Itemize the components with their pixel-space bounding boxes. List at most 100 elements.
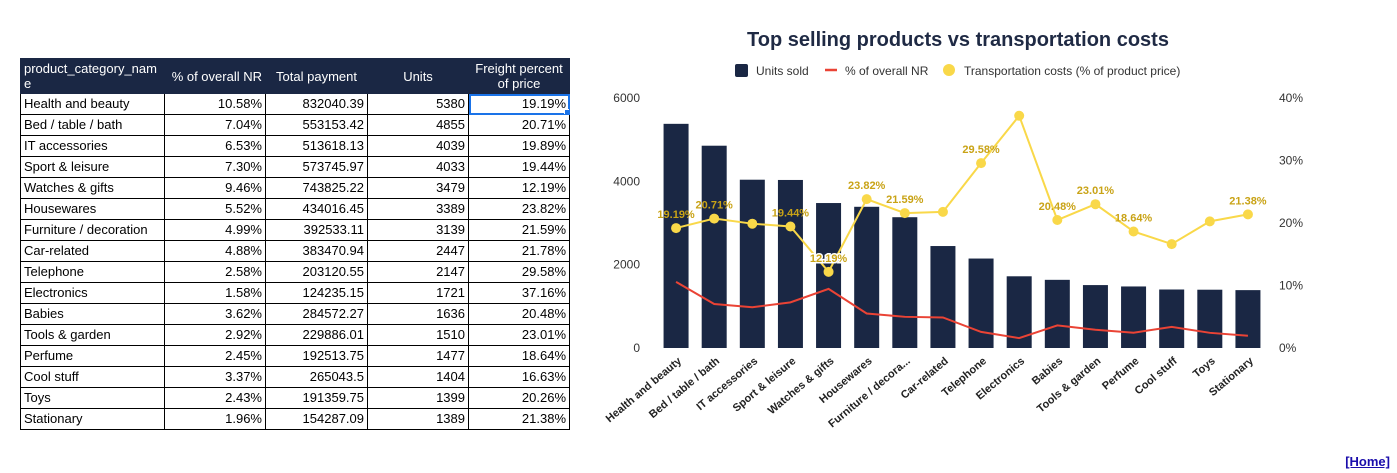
cell-nr-share[interactable]: 2.43% bbox=[164, 387, 266, 409]
point-transport-cost bbox=[937, 206, 948, 217]
cell-total-payment[interactable]: 124235.15 bbox=[265, 282, 368, 304]
cell-category[interactable]: Cool stuff bbox=[20, 366, 165, 388]
cell-nr-share[interactable]: 3.62% bbox=[164, 303, 266, 325]
cell-freight-percent[interactable]: 21.38% bbox=[468, 408, 570, 430]
cell-units[interactable]: 1404 bbox=[367, 366, 469, 388]
cell-total-payment[interactable]: 573745.97 bbox=[265, 156, 368, 178]
data-label-transport-cost: 19.19% bbox=[657, 209, 695, 221]
y-left-tick-label: 2000 bbox=[613, 258, 640, 272]
cell-nr-share[interactable]: 4.99% bbox=[164, 219, 266, 241]
cell-total-payment[interactable]: 284572.27 bbox=[265, 303, 368, 325]
line-transport-costs bbox=[675, 113, 1249, 274]
cell-total-payment[interactable]: 191359.75 bbox=[265, 387, 368, 409]
cell-category[interactable]: Electronics bbox=[20, 282, 165, 304]
cell-total-payment[interactable]: 154287.09 bbox=[265, 408, 368, 430]
cell-total-payment[interactable]: 434016.45 bbox=[265, 198, 368, 220]
cell-nr-share[interactable]: 2.58% bbox=[164, 261, 266, 283]
home-link[interactable]: [Home] bbox=[1345, 454, 1390, 469]
cell-freight-percent[interactable]: 23.82% bbox=[468, 198, 570, 220]
cell-freight-percent[interactable]: 12.19% bbox=[468, 177, 570, 199]
cell-total-payment[interactable]: 553153.42 bbox=[265, 114, 368, 136]
cell-units[interactable]: 1477 bbox=[367, 345, 469, 367]
cell-category[interactable]: Toys bbox=[20, 387, 165, 409]
cell-category[interactable]: Perfume bbox=[20, 345, 165, 367]
cell-units[interactable]: 1389 bbox=[367, 408, 469, 430]
cell-units[interactable]: 3139 bbox=[367, 219, 469, 241]
cell-nr-share[interactable]: 9.46% bbox=[164, 177, 266, 199]
table-row: Bed / table / bath 7.04% 553153.42 4855 20.7… bbox=[20, 114, 570, 136]
cell-freight-percent[interactable]: 37.16% bbox=[468, 282, 570, 304]
cell-category[interactable]: Sport & leisure bbox=[20, 156, 165, 178]
cell-units[interactable]: 5380 bbox=[367, 93, 469, 115]
cell-units[interactable]: 3389 bbox=[367, 198, 469, 220]
cell-total-payment[interactable]: 513618.13 bbox=[265, 135, 368, 157]
cell-category[interactable]: Watches & gifts bbox=[20, 177, 165, 199]
cell-category[interactable]: Tools & garden bbox=[20, 324, 165, 346]
cell-units[interactable]: 4855 bbox=[367, 114, 469, 136]
cell-freight-percent[interactable]: 16.63% bbox=[468, 366, 570, 388]
cell-nr-share[interactable]: 2.45% bbox=[164, 345, 266, 367]
cell-category[interactable]: Car-related bbox=[20, 240, 165, 262]
legend-label-units: Units sold bbox=[756, 64, 809, 78]
cell-units[interactable]: 4039 bbox=[367, 135, 469, 157]
data-label-transport-cost: 12.19% bbox=[810, 253, 848, 265]
cell-nr-share[interactable]: 1.58% bbox=[164, 282, 266, 304]
cell-nr-share[interactable]: 6.53% bbox=[164, 135, 266, 157]
selection-fill-handle[interactable] bbox=[564, 109, 569, 114]
table-row: IT accessories 6.53% 513618.13 4039 19.89% bbox=[20, 135, 570, 157]
bar-units-sold bbox=[968, 258, 994, 348]
cell-freight-percent[interactable]: 29.58% bbox=[468, 261, 570, 283]
cell-units[interactable]: 2147 bbox=[367, 261, 469, 283]
cell-freight-percent[interactable]: 21.78% bbox=[468, 240, 570, 262]
cell-total-payment[interactable]: 743825.22 bbox=[265, 177, 368, 199]
cell-total-payment[interactable]: 265043.5 bbox=[265, 366, 368, 388]
cell-nr-share[interactable]: 10.58% bbox=[164, 93, 266, 115]
cell-freight-percent[interactable]: 19.89% bbox=[468, 135, 570, 157]
cell-category[interactable]: Stationary bbox=[20, 408, 165, 430]
cell-nr-share[interactable]: 7.04% bbox=[164, 114, 266, 136]
cell-category[interactable]: Babies bbox=[20, 303, 165, 325]
cell-freight-percent[interactable]: 19.19% bbox=[468, 93, 570, 115]
cell-nr-share[interactable]: 3.37% bbox=[164, 366, 266, 388]
cell-category[interactable]: Bed / table / bath bbox=[20, 114, 165, 136]
cell-units[interactable]: 2447 bbox=[367, 240, 469, 262]
cell-category[interactable]: Health and beauty bbox=[20, 93, 165, 115]
data-label-transport-cost: 18.64% bbox=[1115, 213, 1153, 225]
cell-category[interactable]: Telephone bbox=[20, 261, 165, 283]
cell-freight-percent[interactable]: 20.48% bbox=[468, 303, 570, 325]
cell-total-payment[interactable]: 203120.55 bbox=[265, 261, 368, 283]
cell-nr-share[interactable]: 5.52% bbox=[164, 198, 266, 220]
cell-units[interactable]: 1510 bbox=[367, 324, 469, 346]
cell-category[interactable]: Furniture / decoration bbox=[20, 219, 165, 241]
cell-nr-share[interactable]: 1.96% bbox=[164, 408, 266, 430]
header-category[interactable]: product_category_name bbox=[20, 58, 165, 94]
cell-freight-percent[interactable]: 18.64% bbox=[468, 345, 570, 367]
cell-units[interactable]: 1399 bbox=[367, 387, 469, 409]
header-freight-percent[interactable]: Freight percent of price bbox=[468, 58, 570, 94]
header-nr-share[interactable]: % of overall NR bbox=[164, 58, 266, 94]
cell-freight-percent[interactable]: 21.59% bbox=[468, 219, 570, 241]
cell-freight-percent[interactable]: 19.44% bbox=[468, 156, 570, 178]
cell-total-payment[interactable]: 192513.75 bbox=[265, 345, 368, 367]
cell-total-payment[interactable]: 392533.11 bbox=[265, 219, 368, 241]
cell-category[interactable]: Housewares bbox=[20, 198, 165, 220]
cell-freight-percent[interactable]: 20.71% bbox=[468, 114, 570, 136]
header-units[interactable]: Units bbox=[367, 58, 469, 94]
cell-category[interactable]: IT accessories bbox=[20, 135, 165, 157]
cell-nr-share[interactable]: 7.30% bbox=[164, 156, 266, 178]
cell-total-payment[interactable]: 832040.39 bbox=[265, 93, 368, 115]
cell-total-payment[interactable]: 229886.01 bbox=[265, 324, 368, 346]
cell-units[interactable]: 1636 bbox=[367, 303, 469, 325]
cell-units[interactable]: 1721 bbox=[367, 282, 469, 304]
cell-units[interactable]: 4033 bbox=[367, 156, 469, 178]
cell-nr-share[interactable]: 2.92% bbox=[164, 324, 266, 346]
cell-total-payment[interactable]: 383470.94 bbox=[265, 240, 368, 262]
y-right-tick-label: 0% bbox=[1279, 341, 1297, 355]
header-total-payment[interactable]: Total payment bbox=[265, 58, 368, 94]
cell-freight-percent[interactable]: 23.01% bbox=[468, 324, 570, 346]
cell-freight-percent[interactable]: 20.26% bbox=[468, 387, 570, 409]
table-row: Furniture / decoration 4.99% 392533.11 3139… bbox=[20, 219, 570, 241]
cell-nr-share[interactable]: 4.88% bbox=[164, 240, 266, 262]
cell-units[interactable]: 3479 bbox=[367, 177, 469, 199]
